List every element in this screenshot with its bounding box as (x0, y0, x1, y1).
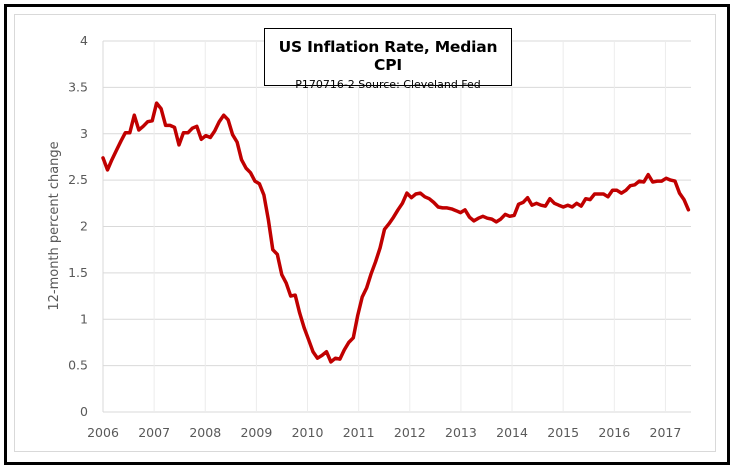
y-tick-label: 1 (80, 311, 88, 326)
x-tick-label: 2016 (598, 425, 630, 440)
x-tick-label: 2017 (650, 425, 682, 440)
x-tick-label: 2011 (343, 425, 375, 440)
x-tick-label: 2013 (445, 425, 477, 440)
y-tick-label: 1.5 (68, 265, 88, 280)
x-tick-label: 2008 (189, 425, 221, 440)
x-tick-labels: 2006 2007 2008 2009 2010 2011 2012 2013 2014 2015… (87, 425, 681, 440)
x-tick-label: 2014 (496, 425, 528, 440)
x-tick-label: 2007 (138, 425, 170, 440)
y-tick-labels: 0 0.5 1 1.5 2 2.5 3 3.5 4 (68, 33, 88, 419)
chart-title: US Inflation Rate, Median CPI (278, 38, 498, 74)
y-tick-label: 2 (80, 219, 88, 234)
series-group (101, 101, 691, 364)
x-tick-label: 2015 (547, 425, 579, 440)
chart-title-box: US Inflation Rate, Median CPI P170716-2 … (264, 28, 512, 91)
x-tick-label: 2012 (394, 425, 426, 440)
y-tick-label: 4 (80, 33, 88, 48)
series-line-median-cpi (101, 101, 691, 364)
y-tick-label: 0.5 (68, 358, 88, 373)
x-tick-label: 2006 (87, 425, 119, 440)
y-axis-label: 12-month percent change (47, 141, 62, 310)
y-tick-label: 3.5 (68, 79, 88, 94)
chart-frame (4, 4, 730, 465)
y-tick-label: 3 (80, 126, 88, 141)
chart-area (14, 14, 716, 452)
y-tick-label: 2.5 (68, 172, 88, 187)
x-tick-label: 2009 (240, 425, 272, 440)
y-tick-label: 0 (80, 404, 88, 419)
gridlines (102, 40, 691, 413)
chart-subtitle: P170716-2 Source: Cleveland Fed (295, 78, 481, 91)
x-tick-label: 2010 (292, 425, 324, 440)
